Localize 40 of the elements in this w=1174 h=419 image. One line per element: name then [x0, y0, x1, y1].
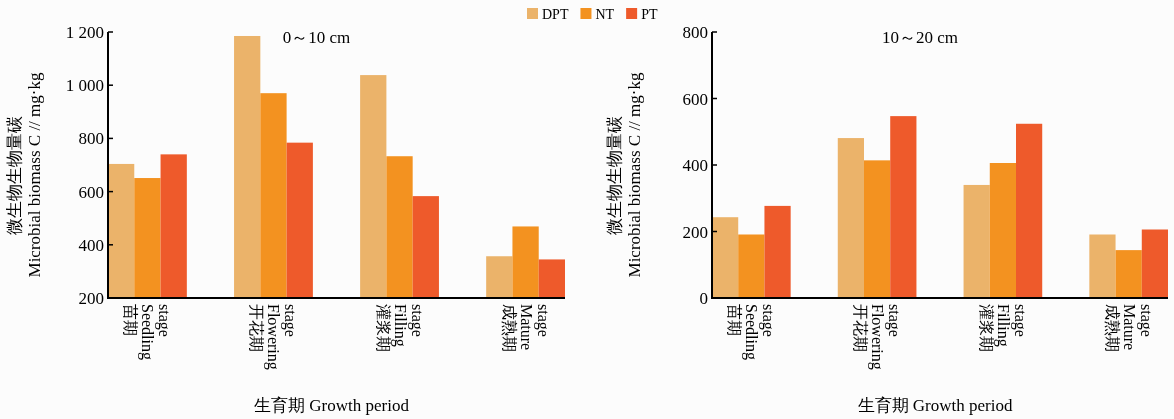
y-tick-label: 600	[78, 182, 104, 202]
bar	[864, 160, 891, 298]
legend-label: NT	[595, 7, 615, 22]
bar	[764, 205, 791, 298]
legend-label: DPT	[542, 7, 569, 22]
bar	[837, 138, 864, 298]
bar	[890, 116, 917, 298]
y-tick-label: 400	[682, 156, 708, 175]
x-tick-label: 苗期 Seedling stage	[726, 304, 778, 360]
chart-title: 10～20 cm	[881, 28, 959, 47]
bar	[963, 184, 990, 298]
y-tick-label: 800	[682, 23, 708, 42]
x-tick-label: 灌浆期 Filling stage	[374, 304, 426, 352]
x-tick-label: 成熟期 Mature stage	[1103, 304, 1155, 352]
bar	[989, 163, 1016, 298]
bar	[1016, 123, 1043, 298]
y-tick-label: 600	[682, 89, 708, 109]
y-tick-label: 400	[78, 235, 104, 255]
bar	[1141, 229, 1168, 298]
x-axis-title: 生育期 Growth period	[857, 396, 1013, 415]
x-tick-label: 苗期 Seedling stage	[122, 304, 174, 360]
x-tick-label: 开花期 Flowering stage	[248, 304, 300, 370]
y-tick-label: 1 200	[65, 23, 104, 42]
bar	[738, 234, 765, 298]
bar	[1115, 250, 1142, 298]
x-tick-label: 开花期 Flowering stage	[852, 304, 904, 370]
chart-title: 0～10 cm	[282, 28, 351, 47]
x-tick-label: 灌浆期 Filling stage	[977, 304, 1029, 352]
y-axis-title: 微生物生物量碳 Microbial biomass C // mg·kg	[5, 72, 44, 278]
x-axis-title: 生育期 Growth period	[254, 396, 410, 415]
y-tick-label: 200	[682, 222, 708, 242]
x-tick-label: 成熟期 Mature stage	[500, 304, 552, 352]
y-tick-label: 1 000	[65, 76, 104, 96]
bar	[1089, 234, 1116, 298]
y-axis-title: 微生物生物量碳 Microbial biomass C // mg·kg	[605, 72, 644, 278]
y-tick-label: 800	[78, 129, 104, 149]
y-tick-label: 0	[699, 289, 708, 308]
y-tick-label: 200	[78, 289, 104, 308]
legend-label: PT	[641, 7, 658, 22]
bar	[712, 217, 739, 298]
